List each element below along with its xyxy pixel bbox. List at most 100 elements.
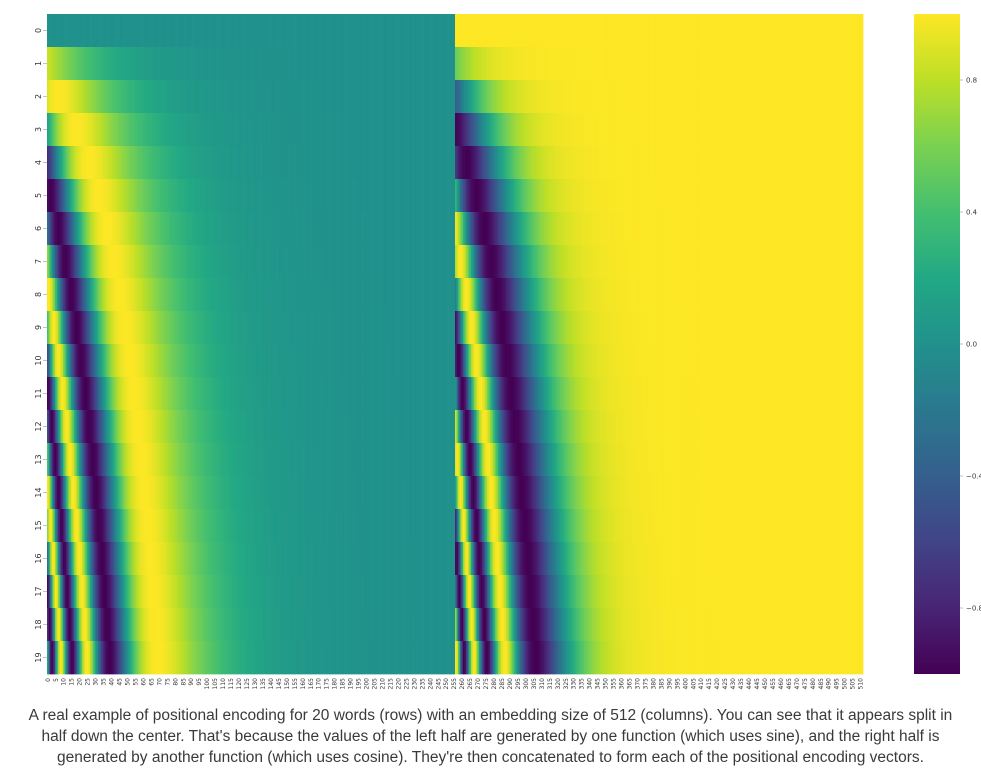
- heatmap-cell: [295, 245, 298, 279]
- heatmap-cell: [118, 80, 121, 114]
- heatmap-cell: [418, 47, 421, 81]
- heatmap-cell: [824, 47, 827, 81]
- heatmap-cell: [791, 47, 794, 81]
- heatmap-cell: [464, 146, 467, 180]
- heatmap-cell: [169, 311, 172, 345]
- heatmap-cell: [147, 80, 150, 114]
- heatmap-cell: [424, 311, 427, 345]
- heatmap-cell: [340, 14, 343, 48]
- heatmap-cell: [745, 179, 748, 213]
- heatmap-cell: [494, 278, 497, 312]
- heatmap-cell: [743, 278, 746, 312]
- heatmap-cell: [303, 278, 306, 312]
- heatmap-cell: [681, 113, 684, 147]
- heatmap-cell: [343, 179, 346, 213]
- heatmap-cell: [145, 311, 148, 345]
- heatmap-cell: [657, 146, 660, 180]
- heatmap-cell: [419, 278, 422, 312]
- heatmap-cell: [415, 80, 418, 114]
- heatmap-cell: [808, 113, 811, 147]
- heatmap-cell: [343, 113, 346, 147]
- heatmap-cell: [383, 212, 386, 246]
- heatmap-cell: [708, 212, 711, 246]
- heatmap-cell: [415, 212, 418, 246]
- heatmap-cell: [525, 14, 528, 48]
- heatmap-cell: [91, 146, 94, 180]
- heatmap-cell: [164, 212, 167, 246]
- heatmap-cell: [88, 245, 91, 279]
- heatmap-cell: [555, 14, 558, 48]
- heatmap-cell: [765, 278, 768, 312]
- heatmap-cell: [641, 179, 644, 213]
- heatmap-cell: [298, 179, 301, 213]
- heatmap-cell: [628, 14, 631, 48]
- heatmap-cell: [416, 245, 419, 279]
- heatmap-cell: [215, 212, 218, 246]
- heatmap-cell: [780, 47, 783, 81]
- heatmap-cell: [77, 47, 80, 81]
- heatmap-cell: [367, 146, 370, 180]
- heatmap-cell: [141, 80, 143, 114]
- heatmap-cell: [600, 14, 602, 48]
- heatmap-cell: [241, 47, 244, 81]
- heatmap-cell: [258, 146, 261, 180]
- heatmap-cell: [257, 14, 260, 48]
- heatmap-cell: [220, 245, 223, 279]
- heatmap-cell: [533, 212, 536, 246]
- heatmap-cell: [388, 47, 391, 81]
- heatmap-cell: [615, 80, 618, 114]
- heatmap-cell: [635, 47, 638, 81]
- heatmap-cell: [131, 14, 134, 48]
- heatmap-cell: [421, 80, 424, 114]
- heatmap-cell: [324, 146, 327, 180]
- heatmap-cell: [273, 146, 276, 180]
- heatmap-cell: [531, 113, 534, 147]
- heatmap-cell: [53, 113, 56, 147]
- heatmap-cell: [544, 311, 547, 345]
- heatmap-cell: [649, 146, 652, 180]
- heatmap-cell: [447, 113, 449, 147]
- heatmap-cell: [485, 278, 488, 312]
- heatmap-cell: [584, 113, 587, 147]
- heatmap-cell: [730, 47, 733, 81]
- heatmap-cell: [381, 179, 384, 213]
- heatmap-cell: [389, 212, 392, 246]
- heatmap-cell: [646, 245, 649, 279]
- heatmap-cell: [767, 14, 770, 48]
- heatmap-cell: [561, 113, 564, 147]
- heatmap-cell: [171, 146, 174, 180]
- heatmap-cell: [193, 113, 196, 147]
- heatmap-cell: [470, 146, 473, 180]
- heatmap-cell: [149, 245, 151, 279]
- heatmap-cell: [722, 146, 725, 180]
- heatmap-cell: [480, 311, 483, 345]
- heatmap-cell: [360, 245, 363, 279]
- heatmap-cell: [228, 80, 231, 114]
- heatmap-cell: [212, 179, 215, 213]
- heatmap-cell: [172, 179, 175, 213]
- heatmap-cell: [161, 245, 164, 279]
- heatmap-cell: [289, 80, 292, 114]
- heatmap-cell: [153, 146, 156, 180]
- heatmap-cell: [276, 47, 279, 81]
- heatmap-cell: [732, 47, 735, 81]
- heatmap-cell: [781, 179, 784, 213]
- heatmap-cell: [337, 113, 340, 147]
- heatmap-cell: [362, 179, 365, 213]
- heatmap-cell: [324, 14, 327, 48]
- heatmap-cell: [439, 311, 442, 345]
- heatmap-cell: [370, 14, 373, 48]
- heatmap-cell: [345, 278, 347, 312]
- heatmap-row: [47, 80, 864, 114]
- heatmap-cell: [421, 113, 424, 147]
- heatmap-cell: [325, 47, 328, 81]
- heatmap-cell: [86, 47, 89, 81]
- heatmap-cell: [294, 47, 296, 81]
- heatmap-cell: [150, 14, 153, 48]
- heatmap-cell: [244, 245, 247, 279]
- heatmap-cell: [679, 113, 682, 147]
- heatmap-cell: [717, 47, 720, 81]
- heatmap-cell: [255, 146, 258, 180]
- heatmap-cell: [185, 311, 188, 345]
- heatmap-cell: [177, 179, 180, 213]
